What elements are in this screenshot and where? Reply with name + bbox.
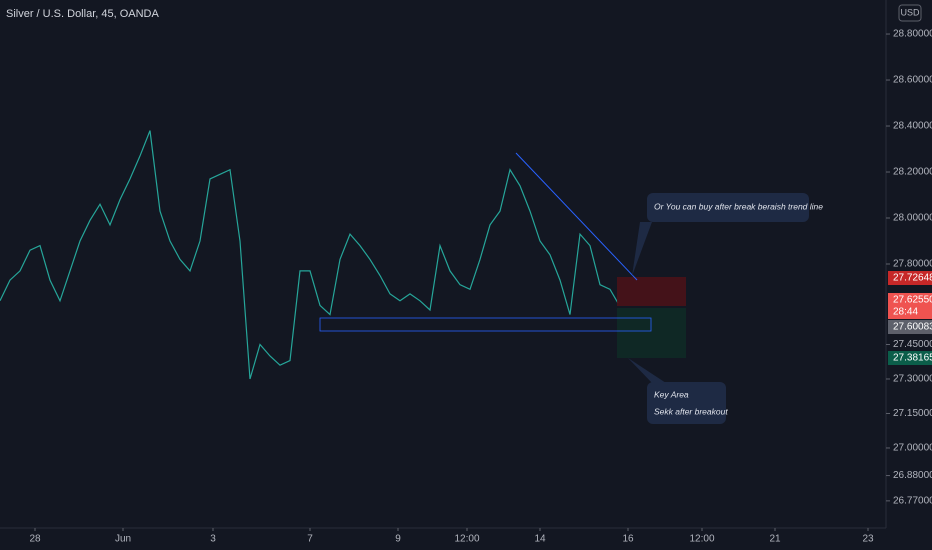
x-tick-label: 9 — [395, 534, 401, 545]
callout-box — [647, 193, 809, 222]
y-tick-label: 26.77000 — [893, 496, 932, 507]
price-line — [0, 130, 619, 380]
y-tick-label: 27.15000 — [893, 408, 932, 419]
y-tick-label: 28.40000 — [893, 121, 932, 132]
y-tick-label: 28.80000 — [893, 29, 932, 40]
x-tick-label: 23 — [862, 534, 874, 545]
x-tick-label: 16 — [622, 534, 634, 545]
y-tick-label: 27.00000 — [893, 443, 932, 454]
y-tick-label: 27.30000 — [893, 374, 932, 385]
price-tag — [888, 293, 932, 319]
y-tick-label: 28.20000 — [893, 167, 932, 178]
callout-pointer — [628, 358, 666, 383]
price-tag — [888, 320, 932, 334]
currency-button[interactable] — [898, 4, 922, 22]
x-tick-label: 12:00 — [454, 534, 479, 545]
y-tick-label: 27.45000 — [893, 339, 932, 350]
symbol-title: Silver / U.S. Dollar, 45, OANDA — [6, 8, 159, 20]
y-tick-label: 26.88000 — [893, 470, 932, 481]
callout-text: Sekk after breakout — [654, 406, 728, 416]
x-tick-label: 7 — [307, 534, 313, 545]
currency-label[interactable]: USD — [900, 7, 920, 17]
x-tick-label: 14 — [534, 534, 546, 545]
price-tag-label: 27.38165 — [893, 353, 932, 364]
price-tag-label: 27.62550 — [893, 295, 932, 306]
price-tags: 27.72648 27.62550 28:44 27.60083 27.3816… — [888, 271, 932, 365]
x-tick-label: 21 — [769, 534, 781, 545]
x-tick-label: 12:00 — [689, 534, 714, 545]
callout-text: Or You can buy after break beraish trend… — [654, 201, 823, 211]
trend-line — [515, 152, 638, 281]
callout-box — [647, 382, 726, 424]
callout-pointer — [632, 222, 652, 276]
callout-text: Key Area — [654, 389, 689, 399]
y-tick-label: 28.60000 — [893, 75, 932, 86]
price-tag-label: 27.60083 — [893, 322, 932, 333]
y-tick-label: 27.80000 — [893, 259, 932, 270]
price-tag-label: 27.72648 — [893, 273, 932, 284]
price-tag — [888, 351, 932, 365]
countdown-label: 28:44 — [893, 307, 918, 318]
price-tag — [888, 271, 932, 285]
x-tick-label: 3 — [210, 534, 216, 545]
y-tick-label: 28.00000 — [893, 213, 932, 224]
stop-zone — [617, 277, 686, 306]
key-area-box — [319, 317, 652, 332]
x-tick-label: 28 — [29, 534, 41, 545]
target-zone — [617, 308, 686, 358]
x-tick-label: Jun — [115, 534, 131, 545]
